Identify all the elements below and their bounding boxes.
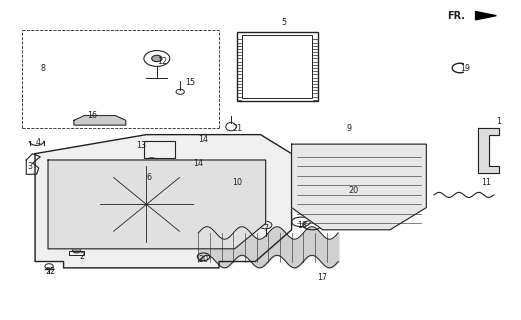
Polygon shape	[35, 135, 292, 268]
Ellipse shape	[131, 192, 162, 217]
Text: 19: 19	[460, 63, 470, 73]
Text: 22: 22	[45, 267, 56, 276]
Text: 14: 14	[193, 159, 203, 168]
Bar	[69, 252, 84, 255]
Text: 7: 7	[263, 224, 268, 233]
Text: 6: 6	[146, 173, 152, 182]
Text: 14: 14	[199, 135, 208, 144]
Text: 20: 20	[349, 186, 359, 195]
Polygon shape	[48, 160, 266, 249]
Text: 5: 5	[281, 18, 287, 27]
Bar	[144, 141, 175, 158]
Polygon shape	[476, 12, 497, 20]
Text: 13: 13	[137, 141, 146, 150]
Text: 9: 9	[346, 124, 351, 133]
Text: 15: 15	[185, 78, 195, 87]
Text: 3: 3	[28, 162, 32, 171]
Ellipse shape	[227, 176, 237, 182]
Polygon shape	[478, 128, 499, 173]
Text: 16: 16	[87, 111, 97, 120]
Text: 20: 20	[199, 255, 208, 264]
Polygon shape	[74, 116, 126, 125]
Text: 2: 2	[79, 252, 84, 261]
Ellipse shape	[152, 55, 162, 62]
Bar	[237, 32, 317, 101]
Ellipse shape	[72, 248, 81, 253]
Text: 21: 21	[232, 124, 242, 133]
Text: 8: 8	[40, 63, 45, 73]
Text: 1: 1	[497, 117, 501, 126]
Text: 17: 17	[318, 273, 328, 282]
Text: 11: 11	[481, 178, 491, 187]
Text: 18: 18	[297, 220, 307, 229]
Text: 12: 12	[157, 57, 167, 66]
Bar	[242, 35, 312, 98]
Text: FR.: FR.	[448, 11, 465, 21]
Text: 4: 4	[35, 138, 40, 147]
Polygon shape	[292, 144, 426, 230]
Text: 10: 10	[232, 178, 242, 187]
